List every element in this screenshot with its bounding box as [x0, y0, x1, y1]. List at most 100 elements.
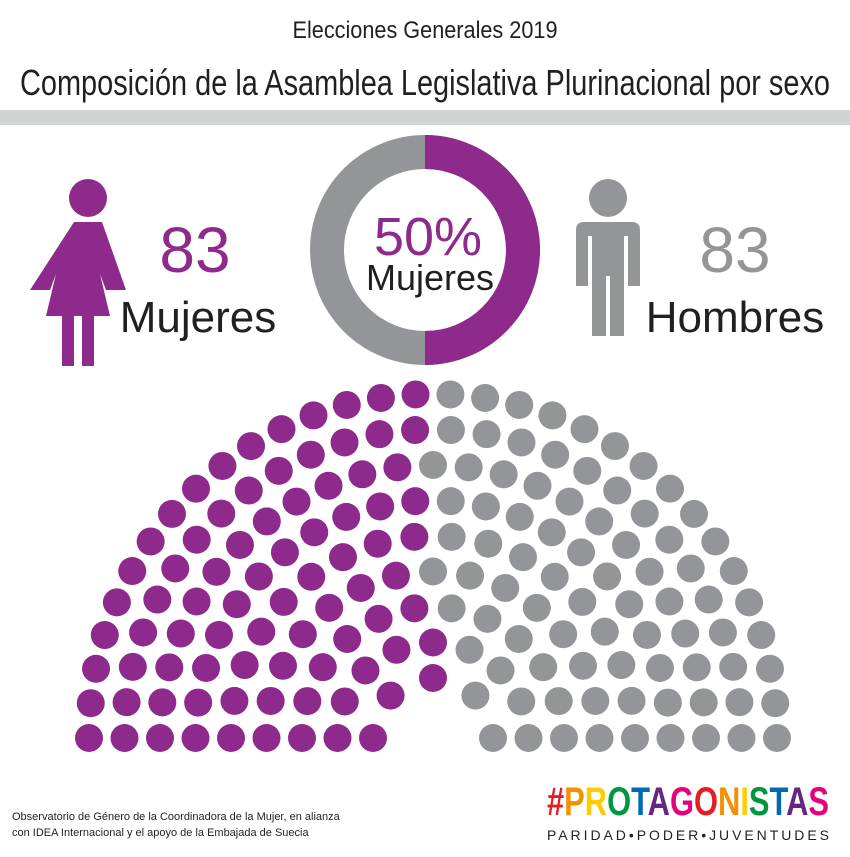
seat — [359, 724, 387, 752]
seat — [621, 724, 649, 752]
seat — [299, 401, 328, 430]
seat — [671, 619, 700, 648]
seat — [656, 474, 685, 503]
seat — [323, 724, 352, 752]
seat — [82, 654, 111, 683]
seat — [585, 507, 614, 536]
seat — [537, 518, 566, 547]
seat — [112, 688, 141, 717]
seat — [585, 724, 614, 752]
seat — [181, 724, 210, 752]
seat — [382, 635, 411, 664]
seat — [437, 522, 466, 551]
seat — [182, 525, 211, 554]
seat — [363, 529, 392, 558]
seat — [102, 588, 131, 617]
divider — [0, 110, 850, 125]
seat — [314, 471, 343, 500]
seat — [755, 654, 784, 683]
seat — [205, 620, 234, 649]
seat — [568, 587, 597, 616]
seat — [376, 681, 405, 710]
seat — [607, 651, 636, 680]
seat — [207, 499, 236, 528]
seat — [630, 499, 659, 528]
seat — [333, 624, 362, 653]
woman-icon — [30, 179, 126, 366]
women-count: 83 — [159, 214, 230, 286]
seat — [332, 502, 361, 531]
seat — [297, 562, 326, 591]
seat — [269, 587, 298, 616]
seat — [573, 456, 602, 485]
seat — [645, 653, 674, 682]
seat — [708, 618, 737, 647]
seat — [252, 724, 281, 752]
seat — [694, 585, 723, 614]
seat — [315, 593, 344, 622]
seat — [351, 656, 380, 685]
seat — [118, 652, 147, 681]
seat — [567, 538, 596, 567]
seat — [635, 557, 664, 586]
seat — [225, 530, 254, 559]
seat — [237, 432, 266, 461]
seat — [146, 724, 174, 752]
seat — [615, 590, 644, 619]
seat — [523, 471, 552, 500]
seat — [346, 573, 375, 602]
women-label: Mujeres — [120, 293, 277, 342]
seat — [436, 487, 465, 516]
seat — [600, 432, 629, 461]
seat — [603, 476, 632, 505]
seat — [419, 628, 447, 657]
tagline: PARIDAD•PODER•JUVENTUDES — [547, 827, 829, 843]
seat — [454, 453, 483, 482]
seat — [491, 573, 520, 602]
seat — [383, 453, 412, 482]
seat — [656, 724, 685, 752]
seat — [208, 451, 237, 480]
seat — [593, 562, 622, 591]
seat — [549, 620, 578, 649]
seat — [181, 474, 210, 503]
seat — [544, 687, 573, 716]
seat — [570, 415, 599, 444]
seat — [505, 502, 534, 531]
seat — [471, 492, 500, 521]
seat — [504, 624, 533, 653]
seat — [230, 651, 259, 680]
men-label: Hombres — [646, 293, 825, 342]
seat — [473, 604, 502, 633]
seat — [540, 562, 569, 591]
seat — [461, 681, 490, 710]
seat — [507, 687, 536, 716]
seat — [676, 554, 705, 583]
seat — [118, 557, 147, 586]
seat — [581, 686, 610, 715]
seat — [507, 428, 536, 457]
donut-caption: Mujeres — [366, 257, 494, 298]
seat — [763, 724, 791, 752]
seat — [555, 487, 584, 516]
donut-segment — [424, 135, 540, 365]
seat — [680, 499, 709, 528]
seat — [296, 440, 325, 469]
seat — [110, 724, 139, 752]
seat — [419, 664, 447, 692]
logo: #PROTAGONISTAS — [547, 780, 829, 824]
credit-line: Observatorio de Género de la Coordinador… — [12, 811, 341, 823]
donut-label: 50% — [374, 207, 482, 267]
seat — [629, 451, 658, 480]
seat — [655, 587, 684, 616]
seat — [256, 686, 285, 715]
seat — [400, 522, 429, 551]
seat — [612, 530, 641, 559]
seat — [489, 460, 518, 489]
seat — [479, 724, 507, 752]
seat — [437, 594, 466, 623]
seat — [761, 689, 790, 718]
seat — [401, 416, 430, 445]
seat — [541, 440, 570, 469]
seat — [157, 499, 186, 528]
